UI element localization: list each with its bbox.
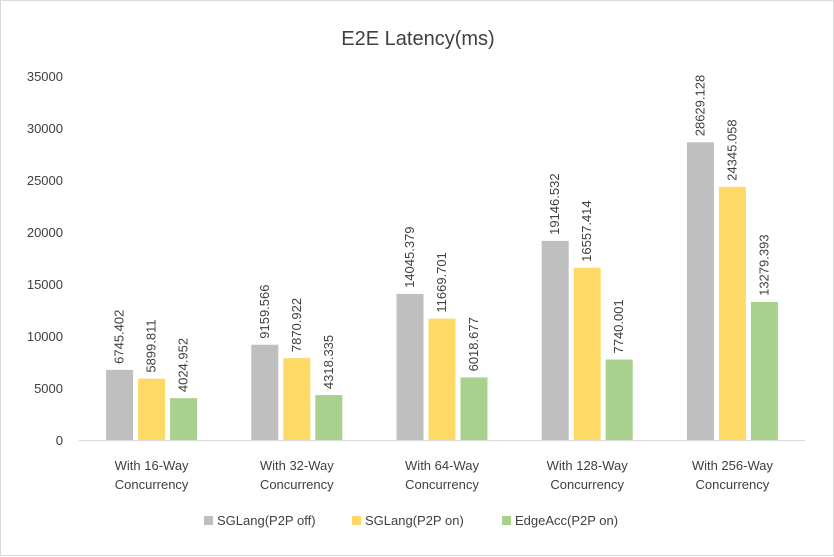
data-label: 11669.701 [434, 252, 449, 313]
bar [718, 186, 746, 440]
data-label: 7740.001 [611, 299, 626, 353]
bar [315, 395, 343, 440]
legend-label: EdgeAcc(P2P on) [515, 513, 618, 528]
bars-layer [106, 142, 778, 440]
legend-label: SGLang(P2P on) [365, 513, 464, 528]
bar [605, 359, 633, 440]
data-label: 16557.414 [579, 200, 594, 261]
category-label: Concurrency [550, 477, 624, 492]
data-label: 7870.922 [289, 298, 304, 352]
bar [541, 240, 569, 440]
category-label: With 16-Way [115, 458, 189, 473]
data-label: 6745.402 [112, 310, 127, 364]
bar [138, 378, 166, 440]
category-label: With 128-Way [547, 458, 629, 473]
y-tick-label: 20000 [27, 225, 63, 240]
data-label: 28629.128 [692, 75, 707, 136]
y-tick-label: 10000 [27, 329, 63, 344]
bar [460, 377, 488, 440]
y-tick-label: 30000 [27, 121, 63, 136]
axis-layer: 0 5000 10000 15000 20000 25000 30000 35000 [27, 69, 805, 448]
data-label: 4024.952 [176, 338, 191, 392]
bar [170, 398, 198, 440]
chart-title: E2E Latency(ms) [341, 28, 494, 50]
y-tick-label: 25000 [27, 173, 63, 188]
category-label: With 64-Way [405, 458, 479, 473]
data-label: 14045.379 [402, 226, 417, 287]
bar [251, 344, 279, 440]
bar [283, 358, 311, 440]
data-label: 6018.677 [466, 317, 481, 371]
category-label: Concurrency [260, 477, 334, 492]
data-label: 4318.335 [321, 335, 336, 389]
data-labels-layer: 6745.402 5899.811 4024.952 9159.566 7870.922… [112, 75, 772, 392]
bar [686, 142, 714, 440]
data-label: 19146.532 [547, 173, 562, 234]
category-label: Concurrency [405, 477, 479, 492]
data-label: 24345.058 [724, 119, 739, 180]
category-label: Concurrency [115, 477, 189, 492]
category-labels-layer: With 16-Way Concurrency With 32-Way Concurr… [115, 458, 774, 492]
legend: SGLang(P2P off) SGLang(P2P on) EdgeAcc(P2P… [204, 513, 618, 528]
data-label: 9159.566 [257, 285, 272, 339]
bar [428, 318, 456, 440]
legend-label: SGLang(P2P off) [217, 513, 316, 528]
bar [106, 369, 134, 440]
data-label: 5899.811 [144, 319, 159, 372]
y-tick-label: 35000 [27, 69, 63, 84]
category-label: Concurrency [696, 477, 770, 492]
y-tick-label: 5000 [34, 381, 63, 396]
y-tick-label: 15000 [27, 277, 63, 292]
bar [396, 293, 424, 440]
category-label: With 32-Way [260, 458, 334, 473]
legend-swatch [352, 516, 361, 525]
legend-swatch [502, 516, 511, 525]
category-label: With 256-Way [692, 458, 774, 473]
bar [573, 267, 601, 440]
legend-swatch [204, 516, 213, 525]
y-tick-label: 0 [56, 433, 63, 448]
data-label: 13279.393 [756, 234, 771, 295]
bar [750, 301, 778, 440]
